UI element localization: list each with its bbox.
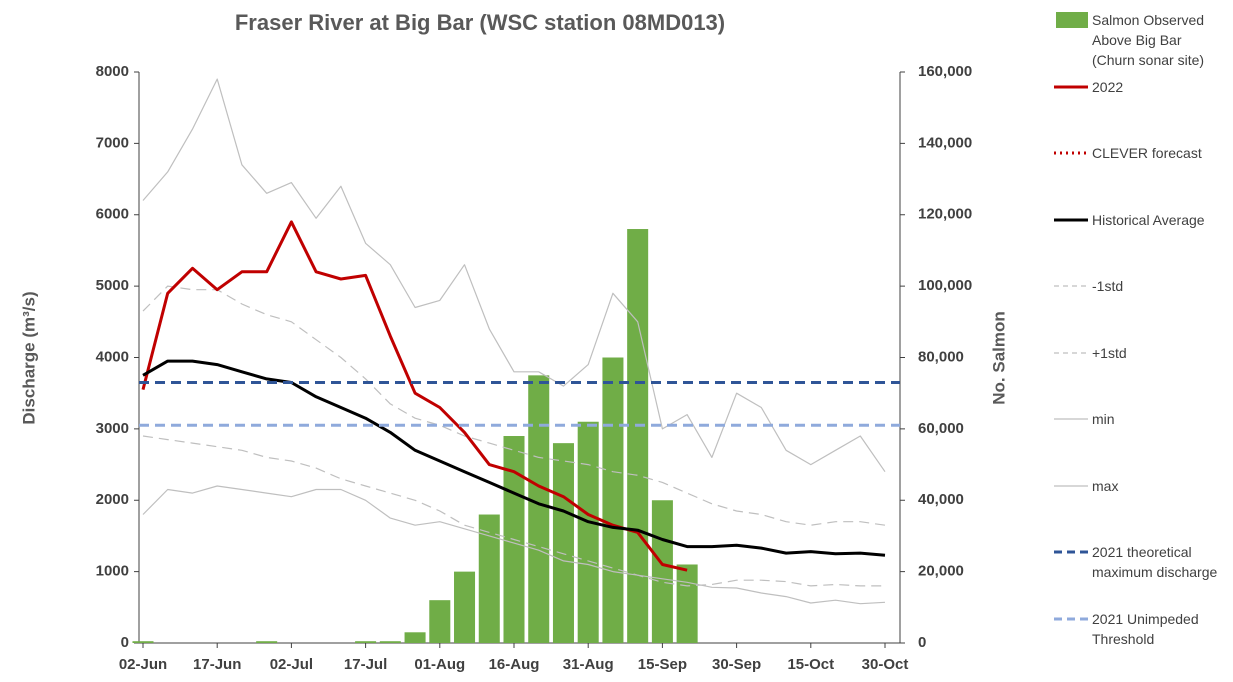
y-tick-label: 6000 — [96, 206, 129, 223]
legend-swatch — [1054, 85, 1088, 88]
legend-item: max — [1052, 476, 1230, 496]
bar — [577, 421, 599, 643]
legend-item: -1std — [1052, 276, 1230, 296]
legend-label: Historical Average — [1092, 211, 1205, 228]
x-tick-label: 15-Oct — [787, 656, 834, 673]
bar — [651, 500, 673, 643]
legend-swatch — [1054, 151, 1088, 155]
x-tick-label: 17-Jul — [344, 656, 387, 673]
y2-tick-label: 160,000 — [918, 63, 972, 80]
y2-tick-label: 80,000 — [918, 348, 964, 365]
bar — [429, 600, 451, 643]
y-tick-label: 7000 — [96, 134, 129, 151]
x-tick-label: 02-Jul — [270, 656, 313, 673]
legend-item: 2021 theoretical maximum discharge — [1052, 542, 1230, 582]
bar — [256, 641, 278, 643]
legend-label: 2021 theoretical maximum discharge — [1092, 544, 1218, 580]
legend-item: 2022 — [1052, 77, 1230, 97]
y2-axis-title: No. Salmon — [989, 311, 1008, 405]
legend-swatch — [1054, 351, 1088, 354]
x-tick-label: 17-Jun — [193, 656, 241, 673]
y2-tick-label: 40,000 — [918, 491, 964, 508]
line-series — [142, 435, 885, 587]
bar — [355, 641, 377, 643]
x-tick-label: 16-Aug — [489, 656, 540, 673]
bar — [552, 443, 574, 643]
chart-title: Fraser River at Big Bar (WSC station 08M… — [235, 10, 725, 35]
x-tick-label: 30-Oct — [862, 656, 909, 673]
bar — [602, 357, 624, 643]
chart: Fraser River at Big Bar (WSC station 08M… — [19, 10, 1008, 673]
legend-swatch — [1054, 418, 1088, 420]
legend-item: +1std — [1052, 343, 1230, 363]
legend-swatch — [1054, 617, 1088, 620]
legend-swatch — [1054, 484, 1088, 487]
legend-label: max — [1092, 477, 1119, 494]
legend-label: 2021 Unimpeded Threshold — [1092, 610, 1199, 647]
legend-swatch — [1056, 12, 1088, 28]
line-series — [141, 220, 688, 572]
legend-item: CLEVER forecast — [1052, 143, 1230, 163]
bar — [379, 641, 401, 643]
legend-item: min — [1052, 409, 1230, 429]
y2-tick-label: 140,000 — [918, 134, 972, 151]
bar — [478, 514, 500, 643]
line-series — [142, 485, 886, 605]
y-tick-label: 5000 — [96, 277, 129, 294]
bar — [676, 564, 698, 643]
legend-swatch — [1054, 285, 1088, 287]
legend-swatch — [1054, 550, 1088, 554]
y-tick-label: 8000 — [96, 63, 129, 80]
legend-label: +1std — [1092, 344, 1127, 361]
legend-item: 2021 Unimpeded Threshold — [1052, 609, 1230, 649]
y-tick-label: 0 — [121, 634, 129, 651]
legend-swatch — [1054, 218, 1088, 221]
line-series — [142, 359, 886, 557]
bar — [404, 632, 426, 643]
legend-label: CLEVER forecast — [1092, 145, 1202, 161]
x-tick-label: 15-Sep — [638, 656, 687, 673]
bar — [132, 641, 154, 643]
legend-label: 2022 — [1092, 78, 1124, 95]
bar — [627, 229, 649, 643]
x-tick-label: 31-Aug — [563, 656, 614, 673]
y-axis-title: Discharge (m³/s) — [19, 291, 38, 424]
legend-label: Salmon Observed Above Big Bar (Churn son… — [1092, 12, 1205, 68]
y2-tick-label: 120,000 — [918, 206, 972, 223]
x-tick-label: 01-Aug — [414, 656, 465, 673]
y-tick-label: 3000 — [96, 420, 129, 437]
y-tick-label: 4000 — [96, 348, 129, 365]
bar — [528, 375, 550, 643]
x-tick-label: 02-Jun — [119, 656, 167, 673]
legend-label: min — [1092, 411, 1115, 427]
legend-label: -1std — [1092, 278, 1124, 294]
bar — [454, 571, 476, 643]
y2-tick-label: 20,000 — [918, 563, 964, 580]
legend-item: Historical Average — [1052, 210, 1230, 230]
line-series — [142, 78, 886, 473]
y2-tick-label: 60,000 — [918, 420, 964, 437]
y-tick-label: 1000 — [96, 563, 129, 580]
y2-tick-label: 100,000 — [918, 277, 972, 294]
x-tick-label: 30-Sep — [712, 656, 761, 673]
legend-item: Salmon Observed Above Big Bar (Churn son… — [1052, 10, 1230, 70]
y2-tick-label: 0 — [918, 634, 926, 651]
y-tick-label: 2000 — [96, 491, 129, 508]
